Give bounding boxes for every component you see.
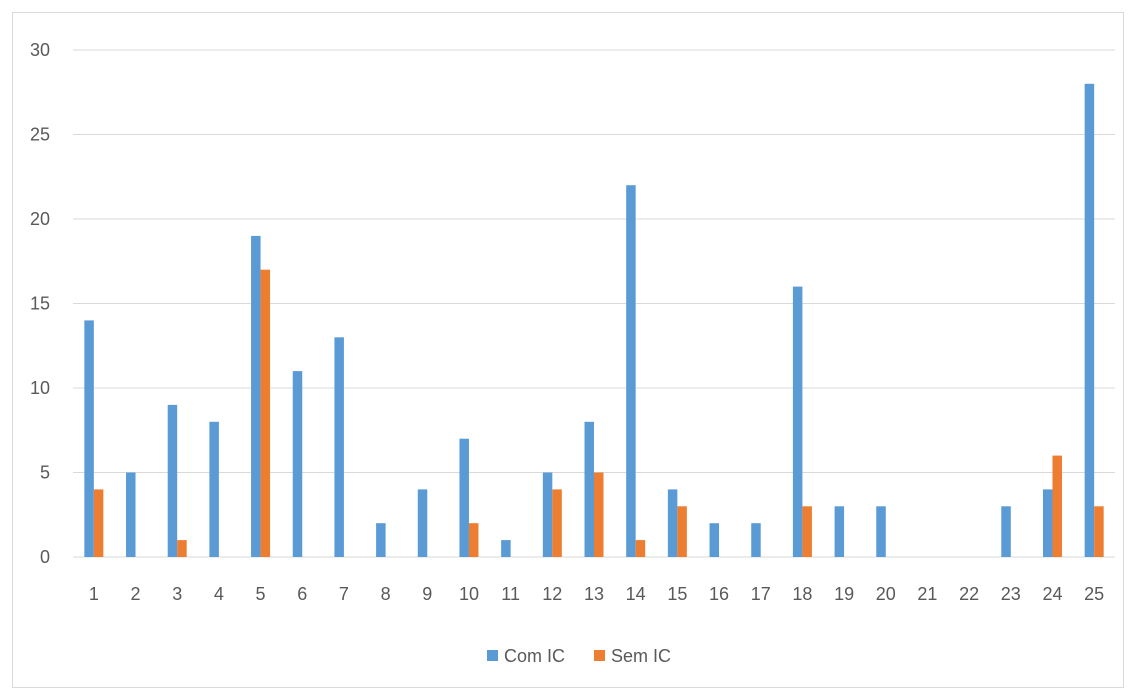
bar-com-ic-2 — [126, 472, 136, 557]
bar-com-ic-9 — [417, 489, 428, 557]
bar-com-ic-1 — [84, 320, 94, 557]
bar-com-ic-7 — [334, 337, 344, 557]
x-tick-label: 21 — [917, 584, 937, 604]
bar-sem-ic-18 — [802, 506, 812, 557]
legend-swatch-sem-ic — [594, 650, 605, 661]
x-tick-label: 15 — [667, 584, 687, 604]
x-tick-label: 1 — [89, 584, 99, 604]
bar-com-ic-19 — [834, 506, 845, 557]
x-tick-label: 25 — [1084, 584, 1104, 604]
bar-com-ic-10 — [459, 438, 469, 557]
bar-com-ic-16 — [709, 523, 720, 557]
bar-com-ic-6 — [292, 371, 303, 557]
bar-com-ic-18 — [792, 286, 803, 557]
x-tick-label: 20 — [876, 584, 896, 604]
bar-sem-ic-14 — [635, 540, 646, 557]
bar-com-ic-11 — [501, 540, 511, 557]
bars — [84, 83, 1104, 558]
x-axis-ticks: 1 2 3 4 5 6 7 8 9 10 11 12 13 14 15 16 17 18 19 20 21 22 23 24 2… — [89, 584, 1104, 604]
legend-swatch-com-ic — [487, 650, 498, 661]
bar-sem-ic-25 — [1094, 506, 1104, 557]
chart-frame — [12, 12, 1124, 688]
bar-com-ic-15 — [667, 489, 678, 557]
bar-com-ic-14 — [626, 185, 636, 557]
gridlines — [73, 49, 1115, 558]
x-tick-label: 23 — [1001, 584, 1021, 604]
y-tick-label: 15 — [30, 294, 50, 314]
bar-com-ic-5 — [251, 235, 261, 557]
x-tick-label: 19 — [834, 584, 854, 604]
x-tick-label: 8 — [381, 584, 391, 604]
bar-com-ic-23 — [1001, 506, 1011, 557]
x-tick-label: 14 — [626, 584, 646, 604]
y-tick-label: 30 — [30, 40, 50, 60]
y-tick-label: 10 — [30, 378, 50, 398]
bar-com-ic-3 — [167, 404, 178, 557]
bar-sem-ic-10 — [468, 523, 479, 557]
x-tick-label: 12 — [542, 584, 562, 604]
bar-com-ic-8 — [376, 523, 386, 557]
y-tick-label: 25 — [30, 125, 50, 145]
bar-com-ic-20 — [876, 506, 886, 557]
bar-com-ic-12 — [542, 472, 553, 557]
bar-sem-ic-1 — [93, 489, 104, 557]
x-tick-label: 13 — [584, 584, 604, 604]
x-tick-label: 18 — [792, 584, 812, 604]
bar-com-ic-24 — [1042, 489, 1053, 557]
x-tick-label: 22 — [959, 584, 979, 604]
x-tick-label: 10 — [459, 584, 479, 604]
y-tick-label: 5 — [40, 463, 50, 483]
bar-sem-ic-5 — [260, 269, 271, 557]
bar-com-ic-13 — [584, 421, 594, 557]
legend-label-sem-ic: Sem IC — [611, 646, 671, 666]
x-tick-label: 7 — [339, 584, 349, 604]
bar-sem-ic-15 — [677, 506, 687, 557]
x-tick-label: 11 — [501, 584, 520, 604]
x-tick-label: 2 — [131, 584, 141, 604]
bar-com-ic-25 — [1084, 83, 1095, 558]
x-tick-label: 3 — [172, 584, 182, 604]
x-tick-label: 17 — [751, 584, 771, 604]
bar-com-ic-4 — [209, 421, 219, 557]
bar-sem-ic-3 — [177, 540, 187, 557]
bar-sem-ic-13 — [594, 472, 604, 557]
x-tick-label: 4 — [214, 584, 224, 604]
x-tick-label: 9 — [422, 584, 432, 604]
bar-com-ic-17 — [751, 523, 761, 557]
legend-label-com-ic: Com IC — [504, 646, 565, 666]
y-tick-label: 0 — [40, 547, 50, 567]
y-tick-label: 20 — [30, 209, 50, 229]
x-tick-label: 24 — [1042, 584, 1062, 604]
y-axis-ticks: 0 5 10 15 20 25 30 — [30, 40, 50, 567]
bar-sem-ic-24 — [1052, 455, 1062, 557]
x-tick-label: 16 — [709, 584, 729, 604]
legend: Com IC Sem IC — [487, 646, 671, 666]
x-tick-label: 5 — [256, 584, 266, 604]
x-tick-label: 6 — [297, 584, 307, 604]
bar-sem-ic-12 — [552, 489, 562, 557]
